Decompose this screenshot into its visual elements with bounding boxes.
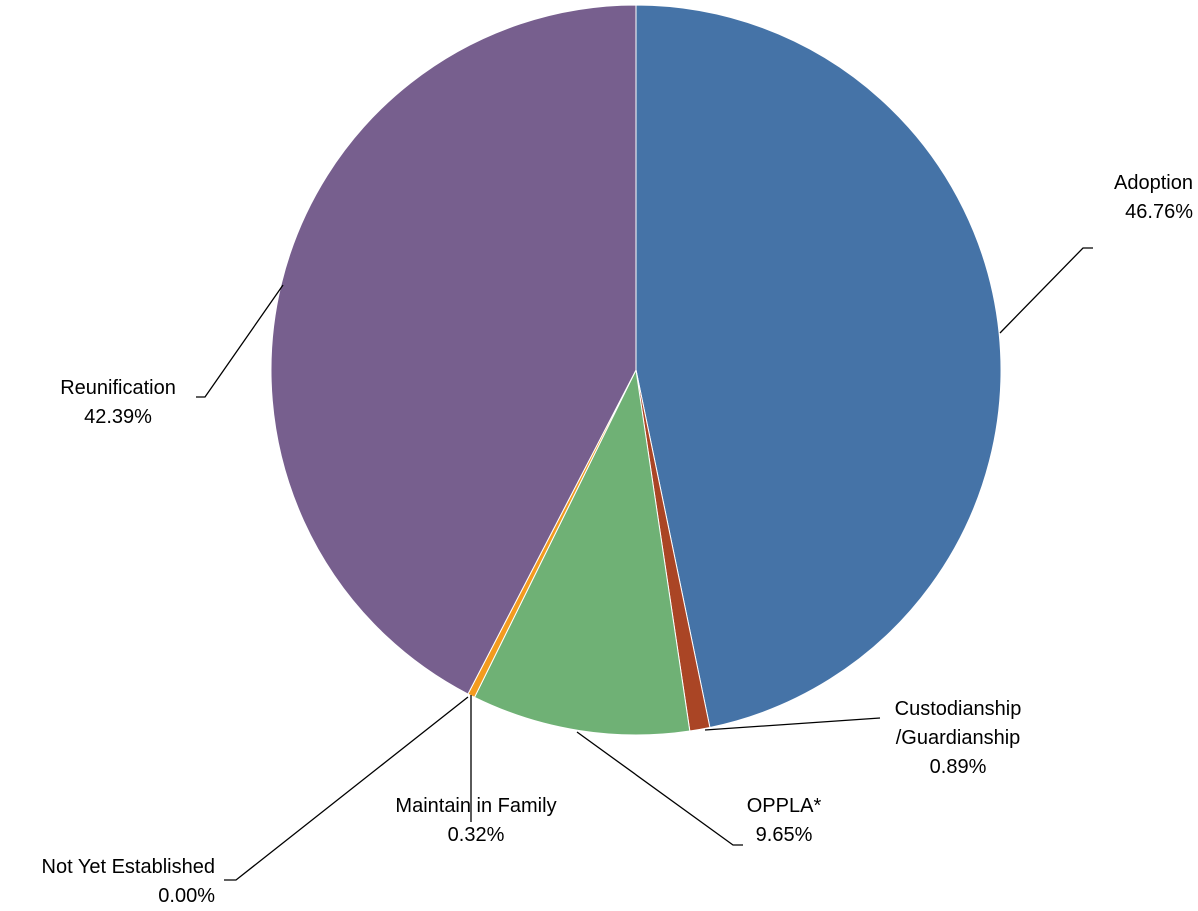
slice-labels: Adoption 46.76% Custodianship/Guardianship… <box>42 172 1194 907</box>
slice-name-custodianship-guardianship: /Guardianship <box>896 727 1021 749</box>
leader-line-reunification <box>196 284 284 398</box>
slice-label-maintain-in-family: Maintain in Family 0.32% <box>395 795 556 846</box>
slice-name-adoption: Adoption <box>1114 172 1193 194</box>
slice-name-maintain-in-family: Maintain in Family <box>395 795 556 817</box>
leader-line-custodianship-guardianship <box>704 717 881 731</box>
slice-label-adoption: Adoption 46.76% <box>1114 172 1193 223</box>
leader-lines <box>196 247 1093 881</box>
slice-name-custodianship-guardianship: Custodianship <box>895 698 1022 720</box>
pie-slice-adoption <box>635 4 1002 729</box>
leader-line-oppla <box>576 731 743 846</box>
slice-percent-adoption: 46.76% <box>1125 201 1193 223</box>
slice-percent-not-yet-established: 0.00% <box>158 885 215 907</box>
slice-percent-maintain-in-family: 0.32% <box>448 824 505 846</box>
slice-name-oppla: OPPLA* <box>747 795 822 817</box>
slice-label-reunification: Reunification 42.39% <box>60 377 176 428</box>
pie-slices <box>270 4 1002 736</box>
slice-name-reunification: Reunification <box>60 377 176 399</box>
pie-slice-oppla <box>473 368 691 736</box>
leader-line-not-yet-established <box>224 696 469 881</box>
slice-label-custodianship-guardianship: Custodianship/Guardianship 0.89% <box>895 698 1022 778</box>
slice-percent-custodianship-guardianship: 0.89% <box>930 756 987 778</box>
slice-label-not-yet-established: Not Yet Established 0.00% <box>42 856 216 907</box>
pie-slice-reunification <box>270 4 637 695</box>
leader-line-adoption <box>999 247 1093 334</box>
slice-percent-reunification: 42.39% <box>84 406 152 428</box>
slice-name-not-yet-established: Not Yet Established <box>42 856 215 878</box>
slice-label-oppla: OPPLA* 9.65% <box>747 795 822 846</box>
slice-percent-oppla: 9.65% <box>756 824 813 846</box>
